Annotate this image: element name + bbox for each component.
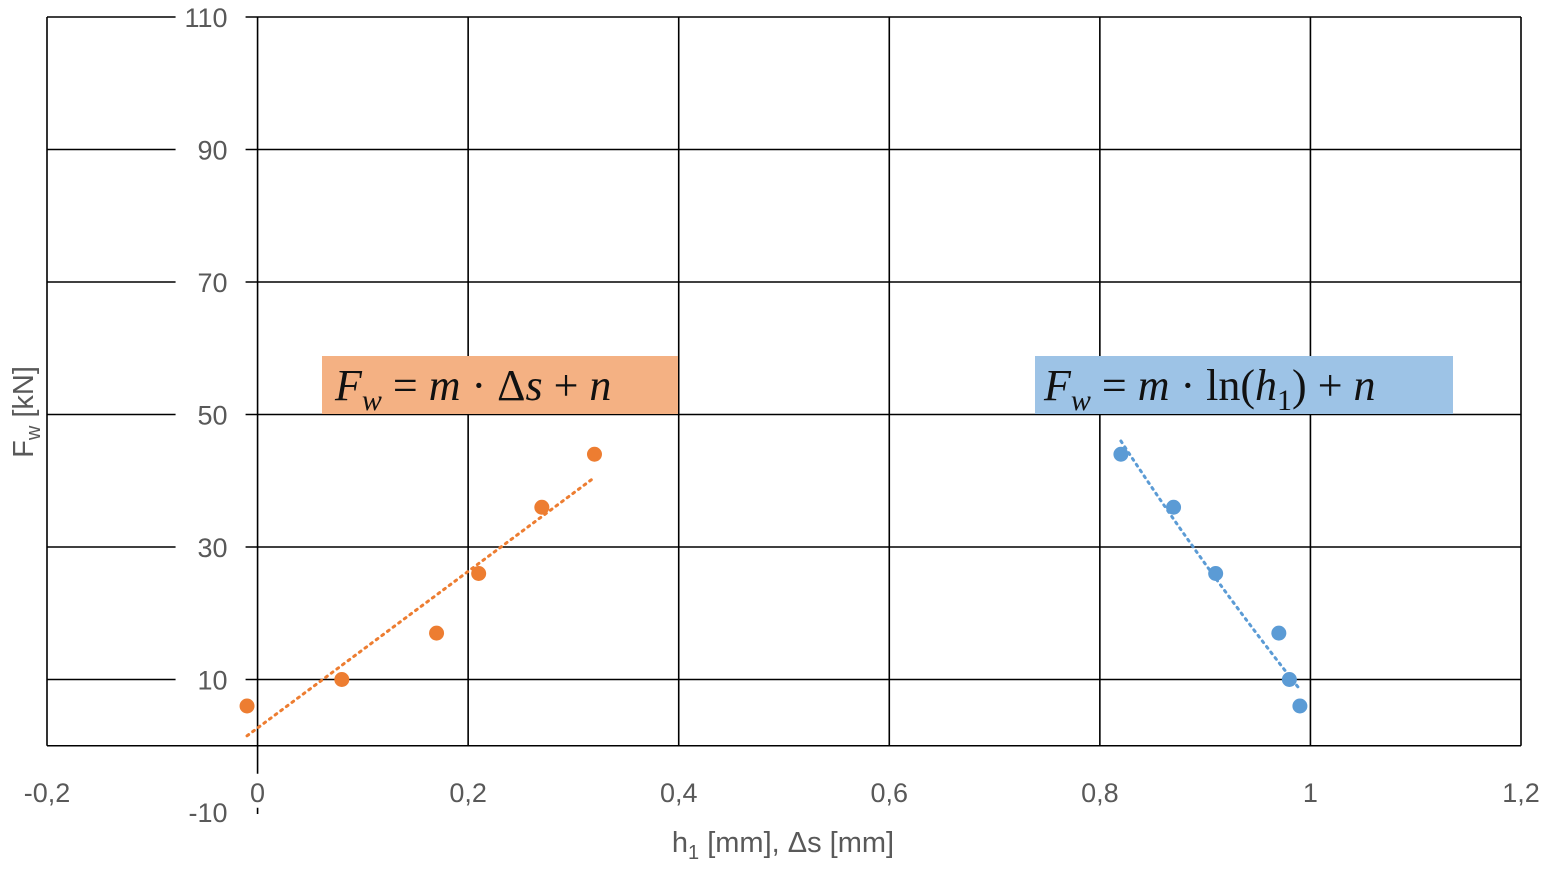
- y-tick-label-background: [175, 796, 246, 828]
- series-1-trendline: [245, 475, 596, 738]
- x-tick-label: 0: [250, 778, 265, 808]
- series-2-point: [1281, 672, 1297, 687]
- series-2-point: [1113, 446, 1129, 462]
- trendlines: [245, 439, 1302, 738]
- x-tick-label-background: [858, 773, 920, 808]
- data-points: [239, 446, 1308, 714]
- x-tick-label: 0,8: [1081, 778, 1119, 808]
- series-1-point: [334, 672, 350, 687]
- series-1-point: [471, 566, 487, 581]
- linear-equation-background: [322, 356, 678, 414]
- linear-equation-text: Fw = m · Δs + n: [334, 361, 611, 417]
- x-tick-label: -0,2: [24, 778, 71, 808]
- x-tick-label: 1,2: [1502, 778, 1540, 808]
- y-tick-label-background: [175, 398, 246, 431]
- y-tick-label: 10: [198, 666, 228, 696]
- log-equation-background: [1035, 356, 1453, 414]
- series-2-trendline: [1119, 439, 1302, 691]
- x-tick-label-background: [242, 773, 274, 808]
- series-1-point: [239, 698, 255, 714]
- y-tick-label-background: [175, 1, 246, 33]
- log-equation-annotation: Fw = m · ln(h1) + n: [1035, 356, 1453, 417]
- series-2-point: [1208, 566, 1224, 581]
- series-2-point: [1271, 625, 1287, 641]
- grid: [46, 16, 1522, 814]
- x-tick-label: 0,2: [449, 778, 487, 808]
- series-2-point: [1166, 499, 1182, 515]
- y-tick-label: 70: [198, 268, 228, 298]
- log-equation-text: Fw = m · ln(h1) + n: [1043, 361, 1376, 417]
- equation-annotations: Fw = m · Δs + n Fw = m · ln(h1) + n: [322, 356, 1453, 417]
- y-tick-label-background: [175, 531, 246, 563]
- series-1-point: [534, 499, 550, 515]
- y-tick-label: 90: [198, 136, 228, 166]
- x-tick-label-background: [1294, 773, 1326, 808]
- x-tick-label: 1: [1303, 778, 1318, 808]
- x-tick-label: 0,4: [660, 778, 698, 808]
- linear-equation-annotation: Fw = m · Δs + n: [322, 356, 678, 417]
- x-axis-title: h1 [mm], Δs [mm]: [672, 827, 894, 864]
- y-tick-label-background: [175, 266, 246, 298]
- x-tick-label: 0,6: [871, 778, 909, 808]
- x-tick-label-background: [437, 773, 499, 808]
- x-tick-label-background: [9, 773, 85, 808]
- series-1-point: [429, 625, 445, 641]
- y-tick-label: -10: [189, 798, 228, 828]
- tick-labels: -10 10 30 50 70 90 110 -0,2 0 0,2 0,4 0,6 0,8 1 1,2: [9, 1, 1548, 828]
- y-tick-label-background: [175, 133, 246, 166]
- y-tick-label-background: [175, 663, 246, 696]
- x-tick-label-background: [1490, 773, 1548, 808]
- series-1-point: [586, 446, 602, 462]
- y-tick-label: 110: [185, 3, 228, 33]
- x-tick-label-background: [648, 773, 710, 808]
- y-tick-label: 50: [198, 401, 228, 431]
- y-axis-title: Fw [kN]: [8, 366, 45, 458]
- series-2-point: [1292, 698, 1308, 714]
- y-tick-label: 30: [198, 533, 228, 563]
- x-tick-label-background: [1069, 773, 1131, 808]
